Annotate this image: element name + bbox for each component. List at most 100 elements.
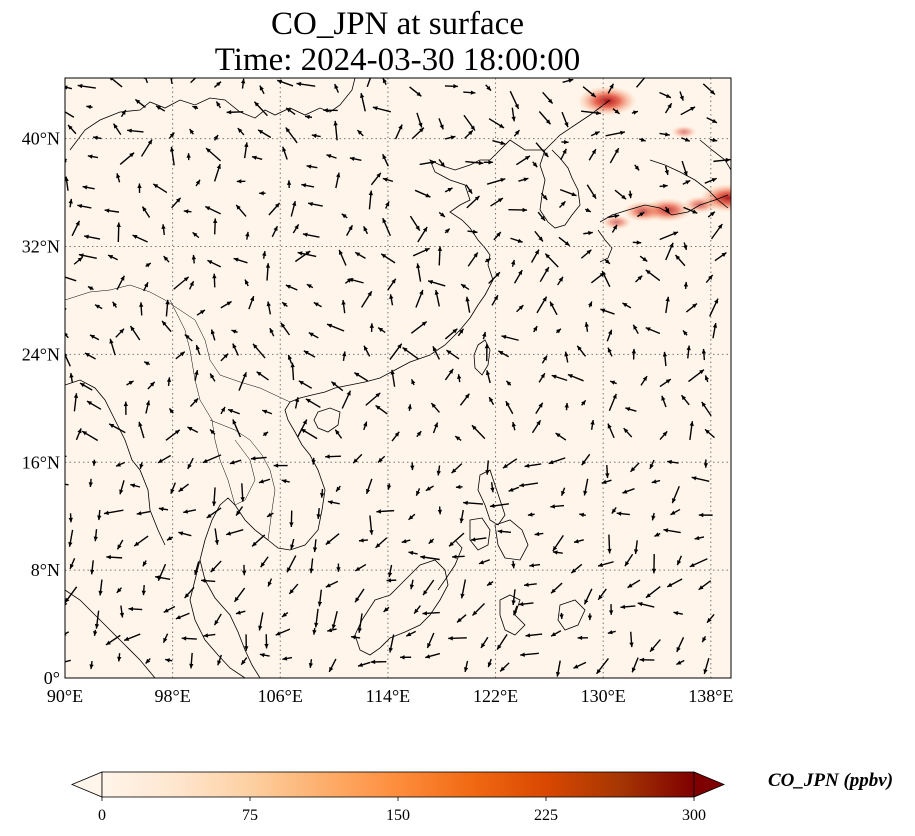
wind-arrow <box>467 229 478 234</box>
wind-arrow <box>427 280 446 287</box>
wind-arrow <box>604 259 611 265</box>
wind-arrow <box>511 560 516 569</box>
wind-arrow <box>251 155 263 161</box>
wind-arrow <box>138 421 145 439</box>
wind-arrow <box>681 160 688 177</box>
wind-arrow <box>607 213 620 219</box>
wind-arrow <box>683 206 698 214</box>
wind-arrow <box>184 586 195 599</box>
wind-arrow <box>422 579 435 596</box>
wind-arrow <box>583 230 593 236</box>
wind-arrow <box>285 107 296 116</box>
wind-arrow <box>215 101 222 109</box>
wind-arrow <box>538 111 552 125</box>
wind-arrow <box>706 614 715 624</box>
wind-arrow <box>457 328 465 337</box>
wind-arrow <box>510 237 523 243</box>
wind-arrow <box>241 78 246 89</box>
lat-tick-label: 0° <box>44 668 60 688</box>
wind-arrow <box>369 515 374 535</box>
wind-arrow <box>513 269 523 284</box>
longitude-labels: 90°E 98°E 106°E 114°E 122°E 130°E 138°E <box>47 686 734 706</box>
wind-arrow <box>354 588 365 603</box>
wind-arrow <box>667 459 679 465</box>
wind-arrow <box>465 296 471 313</box>
wind-arrow <box>77 203 92 209</box>
wind-arrow <box>540 192 548 201</box>
wind-arrow <box>417 226 428 243</box>
wind-arrow <box>312 627 317 635</box>
wind-arrow <box>629 462 640 473</box>
wind-arrow <box>220 353 229 362</box>
wind-arrow <box>624 553 634 567</box>
wind-arrow <box>78 253 97 259</box>
wind-arrow <box>305 398 321 409</box>
wind-arrow <box>637 602 655 608</box>
wind-arrow <box>416 263 422 282</box>
wind-arrow <box>235 610 246 615</box>
wind-arrow <box>232 419 242 438</box>
wind-arrow <box>338 249 347 266</box>
wind-arrow <box>539 266 550 283</box>
wind-arrow <box>659 378 672 388</box>
wind-arrow <box>233 257 248 264</box>
wind-arrow <box>432 422 439 434</box>
wind-arrow <box>161 224 166 236</box>
wind-arrow <box>294 250 311 263</box>
wind-arrow <box>466 195 480 209</box>
wind-arrow <box>486 581 494 587</box>
wind-arrow <box>408 550 418 556</box>
wind-arrow <box>511 421 517 431</box>
wind-arrow <box>444 84 458 89</box>
wind-arrow <box>92 629 98 636</box>
wind-arrow <box>368 190 373 210</box>
wind-arrow <box>686 345 691 359</box>
wind-arrow <box>635 275 643 283</box>
wind-arrow <box>496 633 508 650</box>
hotspot <box>601 214 632 230</box>
lat-tick-label: 16°N <box>22 452 60 472</box>
wind-arrow <box>382 217 392 236</box>
wind-arrow <box>169 146 175 166</box>
wind-arrow <box>557 276 564 286</box>
wind-arrow <box>529 563 541 568</box>
wind-arrow <box>645 326 661 335</box>
wind-arrow <box>73 256 83 265</box>
wind-arrow <box>109 338 116 356</box>
wind-arrow <box>243 142 249 159</box>
wind-arrow <box>127 128 144 133</box>
wind-arrow <box>112 123 122 135</box>
wind-arrow <box>595 658 609 675</box>
wind-arrow <box>579 512 586 518</box>
wind-arrow <box>632 324 639 335</box>
wind-arrow <box>252 343 266 359</box>
wind-arrow <box>519 482 539 488</box>
colorbar-ticks: 0 75 150 225 300 <box>98 797 706 824</box>
wind-arrow <box>631 657 639 673</box>
wind-arrow <box>359 92 366 112</box>
wind-arrow <box>518 177 529 182</box>
wind-arrow <box>258 612 264 631</box>
wind-arrow <box>559 612 564 620</box>
wind-arrow <box>701 635 707 643</box>
wind-arrow <box>104 208 120 213</box>
wind-arrow <box>326 323 345 332</box>
wind-arrow <box>386 483 392 490</box>
wind-arrow <box>536 296 548 314</box>
wind-arrow <box>233 587 246 603</box>
wind-arrow <box>705 274 714 284</box>
wind-arrow <box>456 614 467 623</box>
wind-arrow <box>505 400 514 415</box>
wind-arrow <box>128 606 143 612</box>
wind-arrow <box>292 224 300 234</box>
wind-arrow <box>65 158 68 163</box>
wind-arrow <box>376 509 395 514</box>
wind-arrow <box>608 604 614 615</box>
lon-tick-label: 98°E <box>155 686 191 706</box>
wind-arrow <box>682 179 691 185</box>
wind-arrow <box>143 361 151 366</box>
wind-arrow <box>158 506 169 512</box>
wind-arrow <box>235 506 244 516</box>
wind-arrow <box>213 81 222 88</box>
wind-arrow <box>256 371 269 381</box>
